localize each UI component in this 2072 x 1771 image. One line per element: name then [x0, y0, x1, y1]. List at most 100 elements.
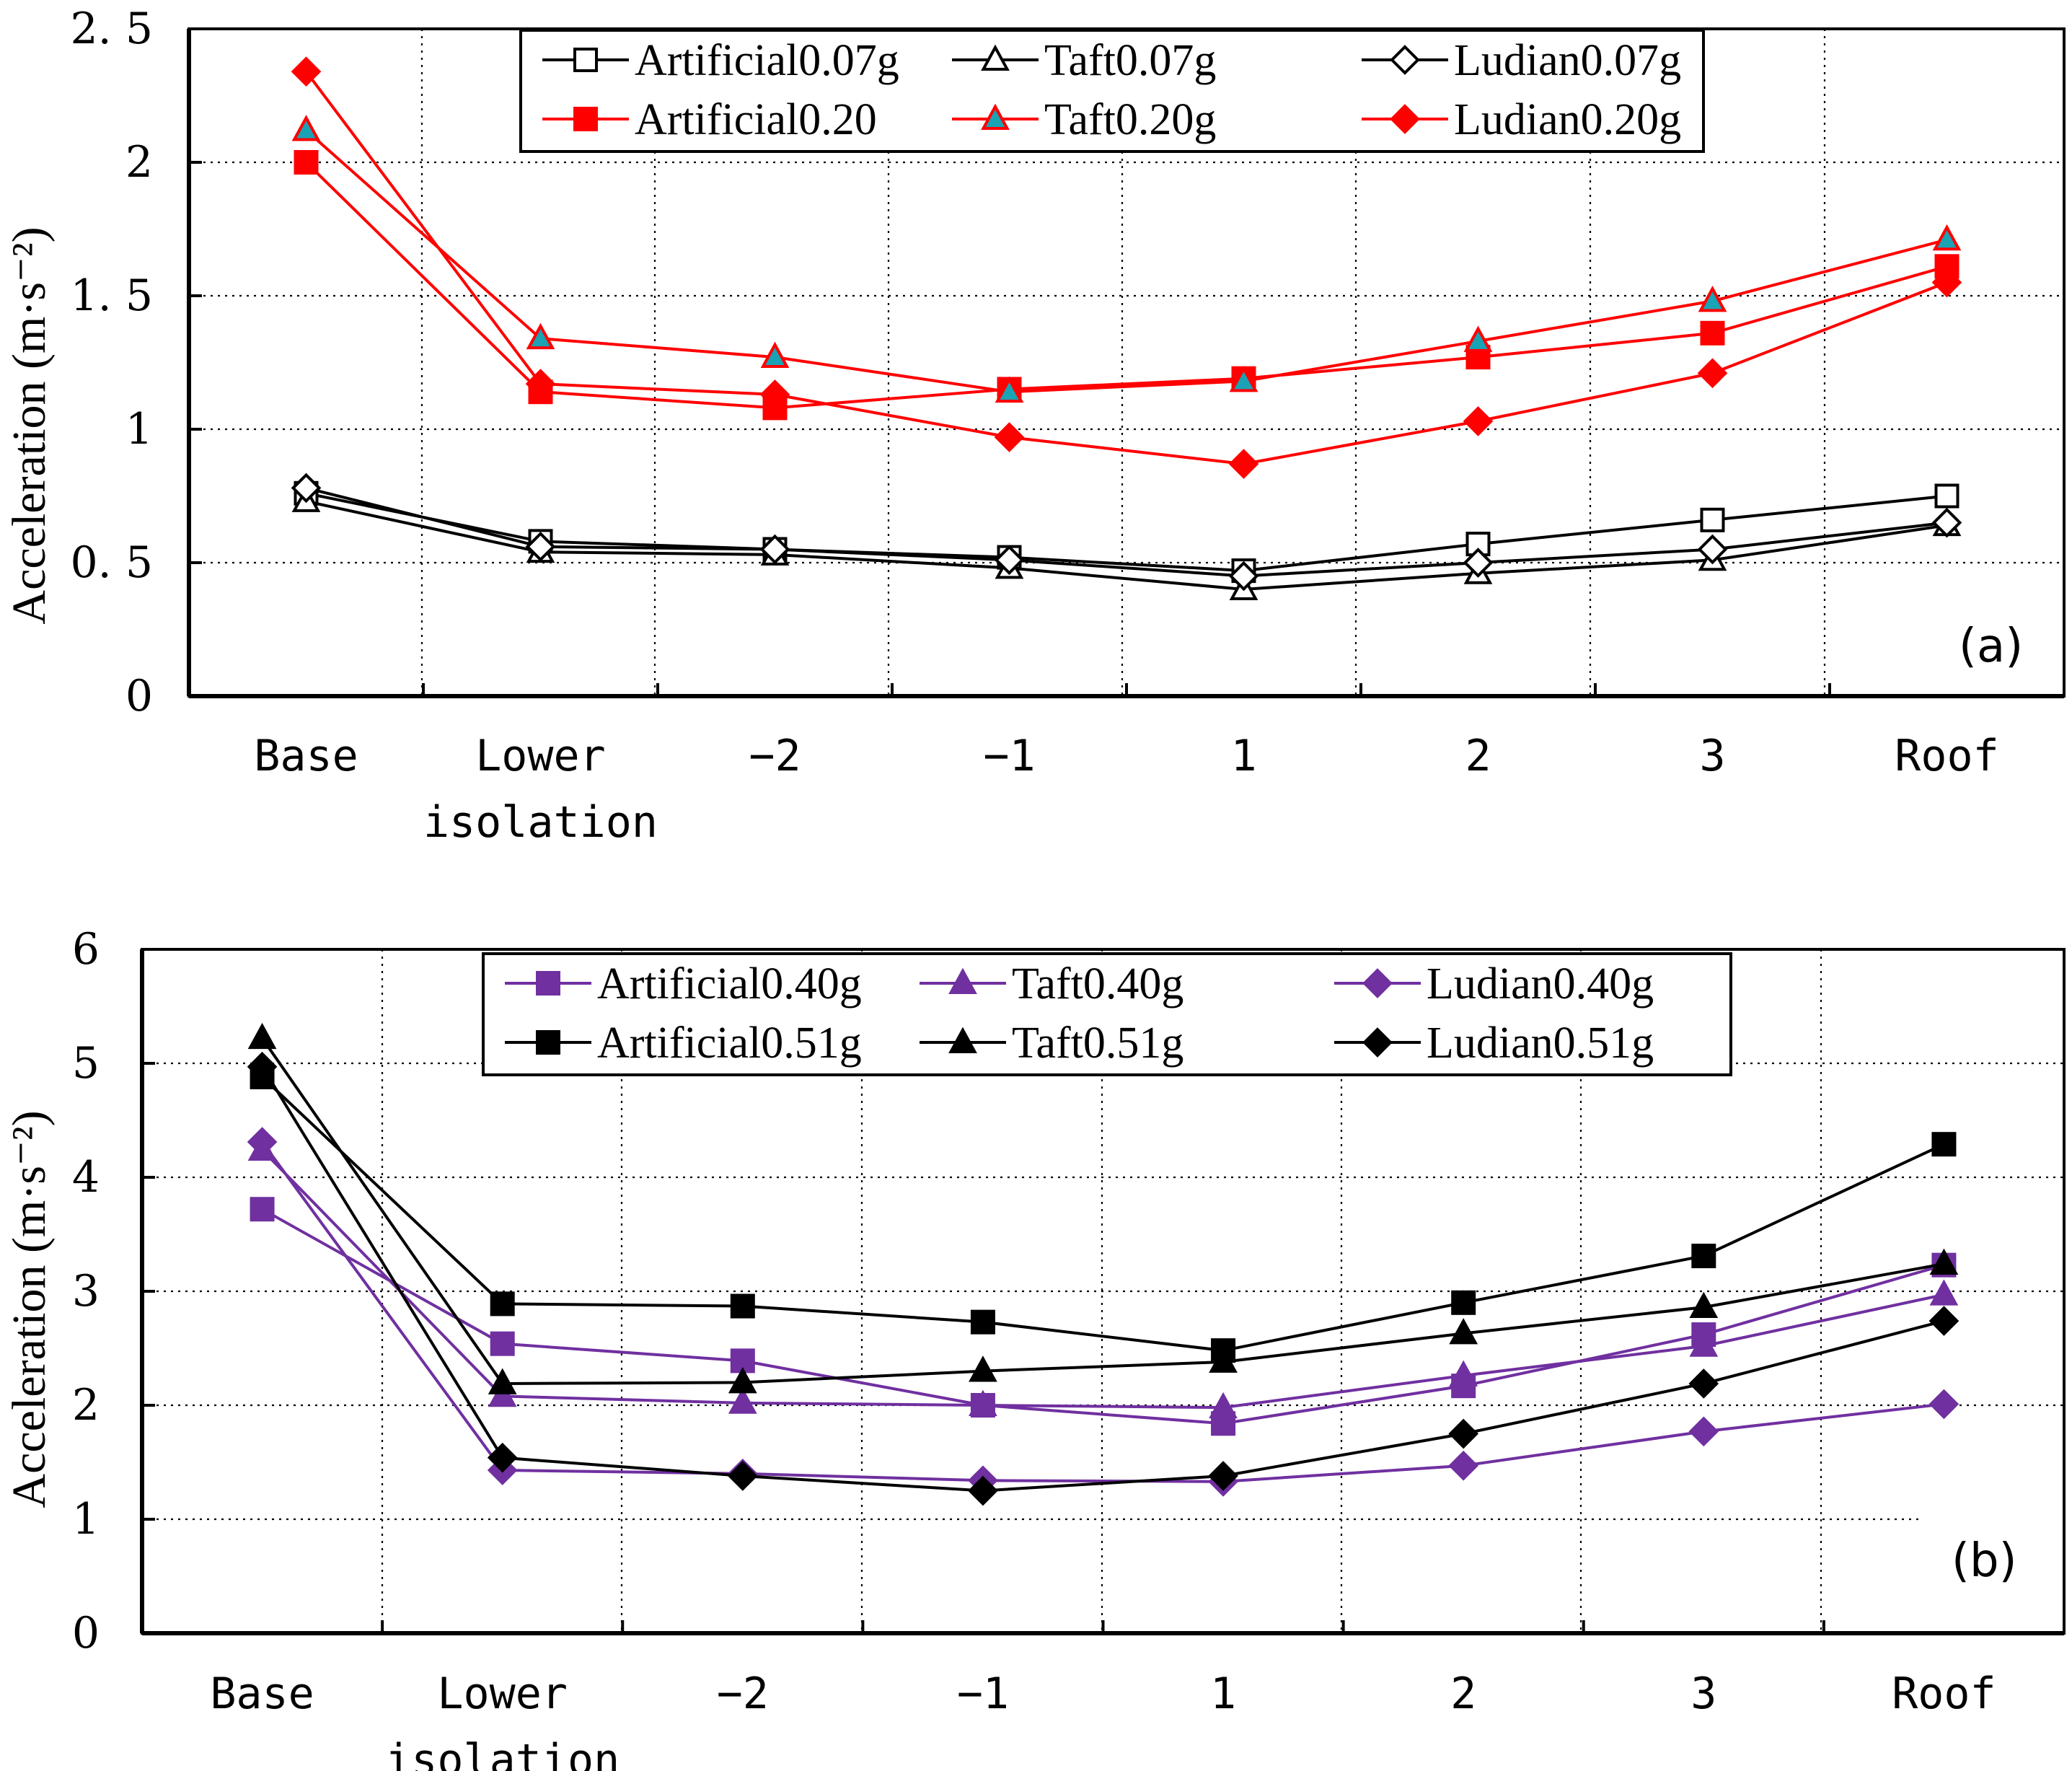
data-point-diamond [1448, 1418, 1479, 1449]
data-point-diamond [291, 473, 322, 504]
legend-b: Artificial0.40g Taft0.40g Ludian0.40g Artif… [482, 952, 1732, 1076]
y-tick-label: 0 [125, 671, 153, 721]
y-tick-labels-b: 0 1 2 3 4 5 6 [72, 924, 100, 1658]
chart-panel-a: 0 0. 5 1 1. 5 2 2. 5 Base Lower isolation −2 −1 1 2… [3, 4, 2066, 848]
data-point-triangle [760, 341, 790, 369]
x-category-label: Base [210, 1669, 314, 1719]
data-point-square [250, 1197, 275, 1222]
data-point-diamond [525, 369, 556, 399]
series-line [306, 499, 1947, 592]
series-a [291, 56, 1962, 600]
data-point-square [536, 1030, 560, 1055]
x-category-label: 1 [1230, 731, 1256, 781]
axes-b [140, 948, 2066, 1635]
data-point-triangle [1449, 1360, 1478, 1387]
x-category-label: Base [254, 731, 358, 781]
legend-item: Ludian0.40g [1334, 959, 1654, 1008]
x-category-label: −2 [749, 731, 801, 781]
data-point-diamond [247, 1051, 278, 1082]
data-point-square [1931, 1132, 1957, 1157]
x-category-label: Lower isolation [385, 1669, 620, 1771]
data-point-square [490, 1331, 515, 1356]
data-point-triangle [488, 1368, 517, 1394]
data-point-triangle [981, 103, 1010, 130]
data-point-triangle [1689, 1291, 1719, 1319]
x-category-label: 1 [1210, 1669, 1236, 1719]
data-point-triangle [1932, 224, 1962, 251]
data-point-square [573, 107, 598, 131]
x-category-label: Roof [1892, 1669, 1996, 1719]
x-category-labels-b: Base Lower isolation −2 −1 1 2 3 Roof [210, 1669, 1996, 1771]
data-point-triangle [995, 376, 1024, 403]
data-point-diamond [1931, 267, 1962, 298]
data-point-diamond [1208, 1461, 1238, 1491]
series-line [260, 1037, 1944, 1385]
data-point-triangle [948, 1027, 977, 1053]
y-tick-label: 3 [72, 1266, 100, 1317]
y-tick-label: 0. 5 [71, 537, 154, 588]
series-line [304, 70, 1948, 466]
legend-item: Ludian0.20g [1362, 95, 1681, 144]
legend-box [519, 29, 1705, 153]
legend-item: Taft0.40g [920, 959, 1183, 1008]
data-point-diamond [247, 1127, 278, 1157]
data-point-triangle [1209, 1392, 1238, 1419]
legend-a: Artificial0.07g Taft0.07g Ludian0.07g Artif… [519, 29, 1705, 153]
data-point-diamond [1463, 406, 1494, 436]
data-point-triangle [247, 1022, 277, 1050]
series-line [260, 1141, 1944, 1483]
legend-item: Ludian0.07g [1362, 36, 1681, 85]
series-line [260, 1065, 1944, 1493]
legend-label: Taft0.51g [1012, 1019, 1183, 1068]
data-point-diamond [1928, 1306, 1959, 1336]
x-category-label: Roof [1895, 731, 1999, 781]
data-point-square [1700, 507, 1725, 532]
data-point-diamond [759, 534, 790, 565]
data-point-diamond [525, 531, 556, 562]
legend-item: Artificial0.40g [505, 959, 862, 1008]
y-tick-labels-a: 0 0. 5 1 1. 5 2 2. 5 [71, 4, 154, 721]
x-category-label-line: isolation [423, 797, 658, 848]
data-point-triangle [1463, 325, 1493, 352]
y-axis-label-a: Acceleration (m·s⁻²) [3, 227, 56, 624]
legend-item: Taft0.07g [952, 36, 1216, 85]
data-point-triangle [1229, 365, 1258, 392]
data-point-diamond [1390, 104, 1420, 134]
legend-item: Artificial0.51g [505, 1019, 862, 1068]
y-tick-label: 6 [72, 924, 100, 975]
legend-label: Artificial0.51g [597, 1019, 862, 1068]
data-point-square [536, 971, 560, 996]
chart-panel-b: 0 1 2 3 4 5 6 Base Lower isolation −2 −1 1 2 3 Roof Ar… [3, 924, 2066, 1771]
data-point-diamond [1697, 534, 1728, 565]
data-point-triangle [488, 1380, 517, 1407]
x-category-labels-a: Base Lower isolation −2 −1 1 2 3 Roof [254, 731, 1999, 848]
x-category-label: −1 [983, 731, 1035, 781]
data-point-diamond [1928, 1389, 1959, 1420]
panel-label-a: (a) [1959, 620, 2023, 673]
data-point-square [1451, 1290, 1476, 1315]
data-point-square [490, 1291, 515, 1317]
data-point-triangle [1449, 1318, 1478, 1345]
x-category-label: −2 [717, 1669, 769, 1719]
legend-label: Taft0.07g [1044, 36, 1216, 85]
data-point-diamond [1697, 358, 1728, 389]
y-tick-label: 4 [72, 1152, 100, 1203]
series-Ludian0.07g [291, 473, 1962, 592]
data-point-triangle [1209, 1346, 1238, 1373]
legend-box [482, 952, 1732, 1076]
data-point-diamond [1688, 1416, 1719, 1447]
series-Taft0.40g [247, 1134, 1959, 1419]
data-point-triangle [728, 1387, 757, 1414]
data-point-triangle [1929, 1279, 1959, 1306]
legend-label: Taft0.20g [1044, 95, 1216, 144]
data-point-diamond [1463, 548, 1494, 578]
data-point-triangle [1929, 1248, 1959, 1275]
y-tick-label: 0 [72, 1608, 100, 1658]
y-tick-label: 1 [72, 1494, 100, 1544]
legend-label: Artificial0.40g [597, 959, 862, 1008]
data-point-triangle [526, 322, 555, 350]
legend-item: Taft0.20g [952, 95, 1216, 144]
data-point-diamond [968, 1475, 998, 1506]
data-point-triangle [948, 967, 977, 994]
x-category-label: Lower isolation [423, 731, 658, 848]
